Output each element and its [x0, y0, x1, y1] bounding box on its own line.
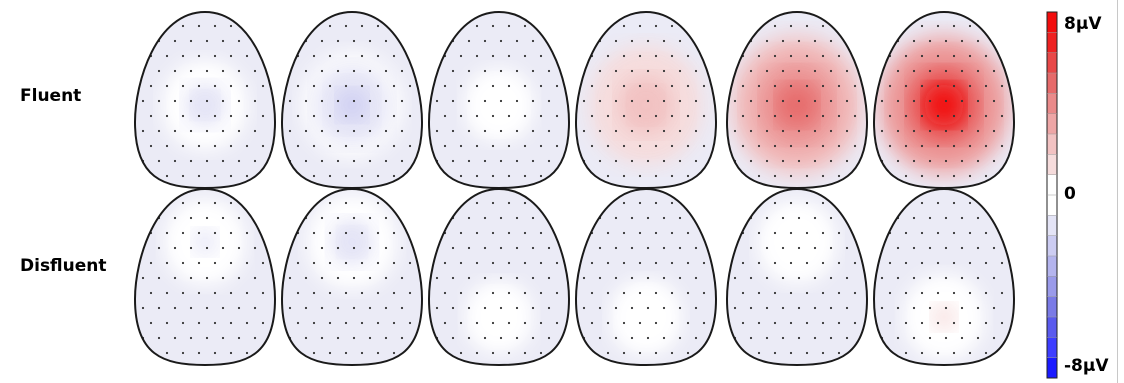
- topo-map-fluent-1: [133, 10, 277, 190]
- topo-map-disfluent-3: [427, 187, 571, 367]
- topo-map-fluent-3: [427, 10, 571, 190]
- topo-map-fluent-6: [872, 10, 1016, 190]
- topo-map-disfluent-2: [280, 187, 424, 367]
- topo-map-fluent-5: [725, 10, 869, 190]
- topo-map-disfluent-1: [133, 187, 277, 367]
- colorbar-min-label: -8µV: [1064, 356, 1109, 376]
- row-label-fluent: Fluent: [20, 86, 82, 106]
- colorbar-max-label: 8µV: [1064, 14, 1102, 34]
- colorbar-zero-label: 0: [1064, 184, 1076, 204]
- topo-map-disfluent-5: [725, 187, 869, 367]
- row-label-disfluent: Disfluent: [20, 256, 107, 276]
- divider-line: [1117, 0, 1118, 383]
- colorbar: [1046, 11, 1058, 379]
- topo-map-fluent-2: [280, 10, 424, 190]
- topo-map-fluent-4: [574, 10, 718, 190]
- topo-map-disfluent-6: [872, 187, 1016, 367]
- topo-map-disfluent-4: [574, 187, 718, 367]
